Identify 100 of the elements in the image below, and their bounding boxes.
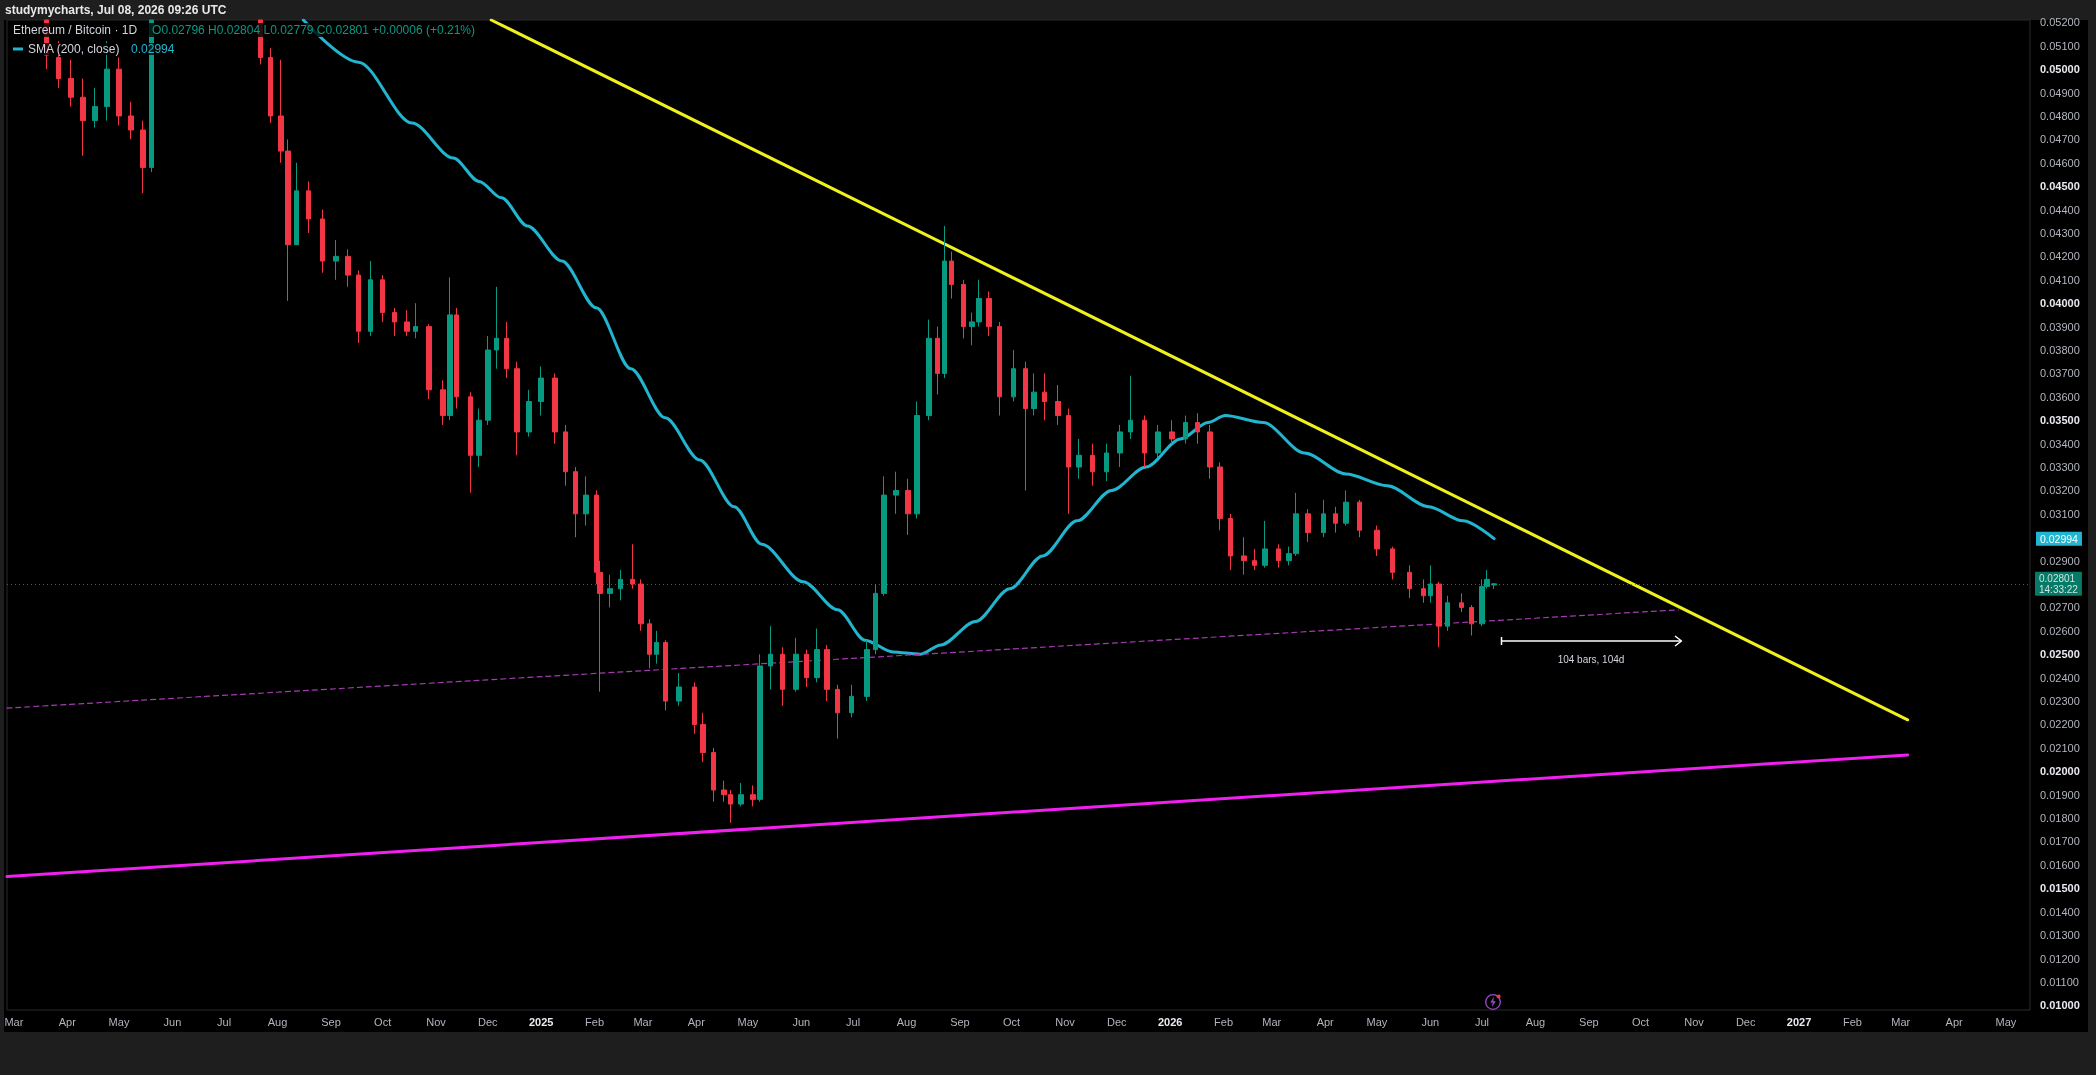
annotation: O0.02796 H0.02804 L0.02779 C0.02801 +0.00006 (+0.21%) — [152, 23, 475, 37]
candlestick — [1357, 499, 1362, 538]
y-tick-label: 0.02500 — [2040, 648, 2080, 661]
candlestick — [1390, 546, 1395, 580]
candlestick — [1305, 508, 1311, 543]
candlestick — [1459, 592, 1464, 613]
x-tick-label: Feb — [585, 1015, 605, 1028]
x-tick-label: Nov — [426, 1015, 447, 1028]
y-tick-label: 0.02600 — [2040, 624, 2080, 637]
candlestick — [447, 276, 453, 421]
candlestick — [768, 625, 773, 690]
candlestick — [935, 326, 940, 395]
x-tick-label: Nov — [1055, 1015, 1076, 1028]
candlestick — [630, 543, 635, 590]
candlestick — [1343, 489, 1349, 527]
candlestick — [80, 78, 86, 157]
y-tick-label: 0.03700 — [2040, 367, 2080, 380]
y-tick-label: 0.01100 — [2040, 975, 2079, 988]
candlestick — [1031, 372, 1037, 417]
candlestick — [1407, 564, 1412, 599]
y-tick-label: 0.04400 — [2040, 203, 2080, 216]
y-tick-label: 0.04800 — [2040, 109, 2080, 122]
x-tick-label: Apr — [58, 1015, 77, 1028]
candlestick — [676, 672, 682, 707]
candlestick — [997, 321, 1002, 417]
y-tick-label: 0.04700 — [2040, 133, 2080, 146]
x-tick-label: Feb — [1214, 1015, 1234, 1028]
candlestick — [1155, 424, 1161, 459]
candlestick — [92, 87, 98, 129]
candlestick — [504, 321, 509, 379]
y-tick-label: 0.03500 — [2040, 414, 2080, 427]
candlestick — [1421, 578, 1426, 604]
candlestick — [986, 290, 992, 337]
candlestick — [700, 712, 706, 763]
candlestick — [573, 466, 578, 538]
candlestick — [320, 209, 325, 274]
y-tick-label: 0.02300 — [2040, 695, 2080, 708]
x-tick-label: Apr — [1316, 1015, 1335, 1028]
candlestick — [426, 323, 432, 400]
candlestick — [392, 307, 397, 337]
candlestick — [654, 630, 659, 665]
candlestick — [711, 747, 716, 803]
candlestick — [140, 120, 146, 194]
candlestick — [368, 260, 373, 337]
candlestick — [647, 618, 652, 669]
candlestick — [538, 365, 544, 417]
candlestick — [413, 302, 418, 339]
y-tick-label: 0.01400 — [2040, 905, 2080, 918]
candlestick — [1207, 424, 1213, 480]
candlestick — [1276, 543, 1281, 569]
y-tick-label: 0.05200 — [2040, 16, 2080, 29]
candlestick — [268, 47, 273, 124]
x-tick-label: Jun — [1421, 1015, 1440, 1028]
candlestick — [1321, 499, 1326, 538]
y-tick-label: 0.04000 — [2040, 297, 2080, 310]
y-tick-label: 0.03400 — [2040, 437, 2080, 450]
y-tick-label: 0.04600 — [2040, 156, 2080, 169]
y-tick-label: 0.03600 — [2040, 390, 2080, 403]
candlestick — [780, 646, 785, 707]
x-tick-label: Sep — [321, 1015, 341, 1028]
x-tick-label: Jun — [792, 1015, 811, 1028]
candlestick — [738, 782, 744, 807]
candlestick — [663, 639, 668, 711]
candlestick — [514, 361, 520, 456]
candlestick — [1183, 415, 1188, 445]
y-tick-label: 0.04100 — [2040, 273, 2080, 286]
candlestick — [583, 475, 589, 527]
y-tick-label: 0.01800 — [2040, 812, 2080, 825]
annotation: 104 bars, 104d — [1557, 653, 1625, 665]
x-tick-label: May — [737, 1015, 759, 1028]
y-tick-label: 0.01500 — [2040, 882, 2080, 895]
y-tick-label: 0.02000 — [2040, 765, 2080, 778]
x-tick-label: Aug — [1525, 1015, 1546, 1028]
candlestick — [526, 389, 532, 438]
y-tick-label: 0.04200 — [2040, 250, 2080, 263]
candlestick — [824, 644, 830, 702]
candlestick — [563, 424, 568, 487]
candlestick — [345, 248, 351, 288]
y-tick-label: 0.03800 — [2040, 344, 2080, 356]
candlestick — [926, 319, 932, 421]
x-tick-label: 2027 — [1786, 1015, 1812, 1028]
y-tick-label: 0.05000 — [2040, 63, 2080, 76]
candlestick — [1217, 461, 1223, 531]
y-tick-label: 0.03200 — [2040, 484, 2080, 497]
ref-line-label: 0.02801 14:33:22 — [2039, 572, 2079, 595]
candlestick — [873, 583, 878, 655]
x-tick-label: 2026 — [1157, 1015, 1183, 1028]
candlestick — [814, 628, 820, 683]
y-tick-label: 0.03100 — [2040, 507, 2080, 520]
candlestick — [1142, 415, 1147, 468]
chart-title: Ethereum / Bitcoin · 1D — [13, 23, 138, 37]
y-tick-label: 0.03900 — [2040, 320, 2080, 333]
candlestick — [128, 101, 134, 140]
candlestick — [68, 59, 74, 108]
candlestick — [949, 251, 954, 300]
candlestick — [1374, 525, 1380, 557]
candlestick — [750, 784, 756, 807]
x-tick-label: May — [1995, 1015, 2017, 1028]
candlestick — [1252, 548, 1257, 571]
candlestick — [116, 56, 122, 126]
